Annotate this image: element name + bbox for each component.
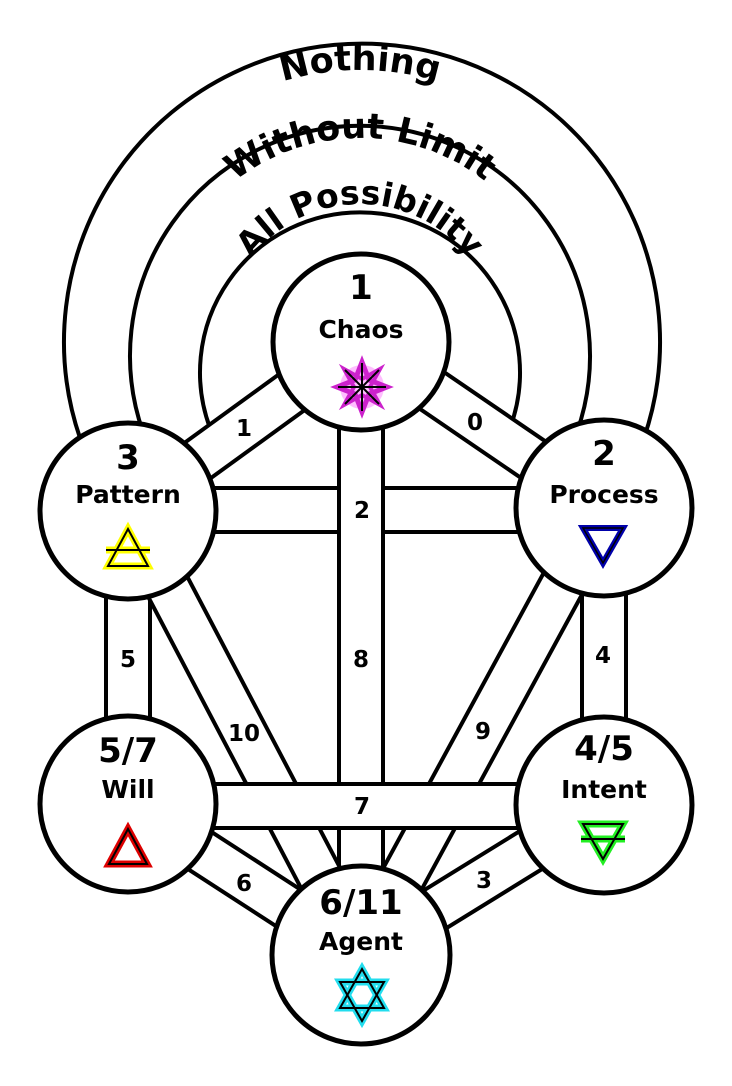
path-number-intent-agent: 3 <box>476 868 492 894</box>
ring-label-outer: Nothing <box>275 39 445 90</box>
node-agent-label: Agent <box>319 927 403 956</box>
path-numbers: 1 0 2 5 4 8 10 9 7 6 3 <box>120 410 611 897</box>
path-number-pattern-process: 2 <box>354 498 370 524</box>
node-chaos-number: 1 <box>349 268 373 308</box>
node-pattern-label: Pattern <box>75 480 181 509</box>
node-intent: 4/5 Intent <box>513 714 695 896</box>
chaos-star-icon <box>330 355 394 419</box>
earth-triangle-icon <box>576 820 630 867</box>
ring-outer <box>62 41 662 439</box>
ring-inner <box>198 210 522 429</box>
path-number-pattern-agent: 10 <box>228 721 260 747</box>
node-will-label: Will <box>101 775 154 804</box>
node-chaos-label: Chaos <box>318 315 403 344</box>
node-will-number: 5/7 <box>98 731 158 771</box>
node-process-label: Process <box>549 480 658 509</box>
path-number-will-intent: 7 <box>354 794 370 820</box>
ring-label-inner: All Possibility <box>228 173 493 264</box>
fire-triangle-icon <box>103 821 153 868</box>
path-number-chaos-agent: 8 <box>353 647 369 673</box>
rings <box>62 41 662 439</box>
node-pattern-number: 3 <box>116 438 140 478</box>
path-number-process-agent: 9 <box>475 719 491 745</box>
node-will: 5/7 Will <box>37 713 219 895</box>
node-pattern: 3 Pattern <box>37 420 219 602</box>
unicursal-hexagram-icon <box>334 961 390 1029</box>
path-number-chaos-process: 0 <box>467 410 483 436</box>
path-number-chaos-pattern: 1 <box>236 416 252 442</box>
node-process-number: 2 <box>592 434 616 474</box>
node-agent-number: 6/11 <box>319 883 402 923</box>
ring-middle <box>128 123 592 433</box>
path-number-pattern-will: 5 <box>120 647 136 673</box>
path-number-process-intent: 4 <box>595 643 611 669</box>
node-agent: 6/11 Agent <box>269 863 453 1047</box>
node-intent-label: Intent <box>561 775 647 804</box>
node-process: 2 Process <box>513 417 695 599</box>
node-chaos: 1 Chaos <box>270 251 452 433</box>
node-intent-number: 4/5 <box>574 729 634 769</box>
water-triangle-icon <box>577 525 629 570</box>
path-number-will-agent: 6 <box>236 871 252 897</box>
air-triangle-icon <box>102 521 154 570</box>
